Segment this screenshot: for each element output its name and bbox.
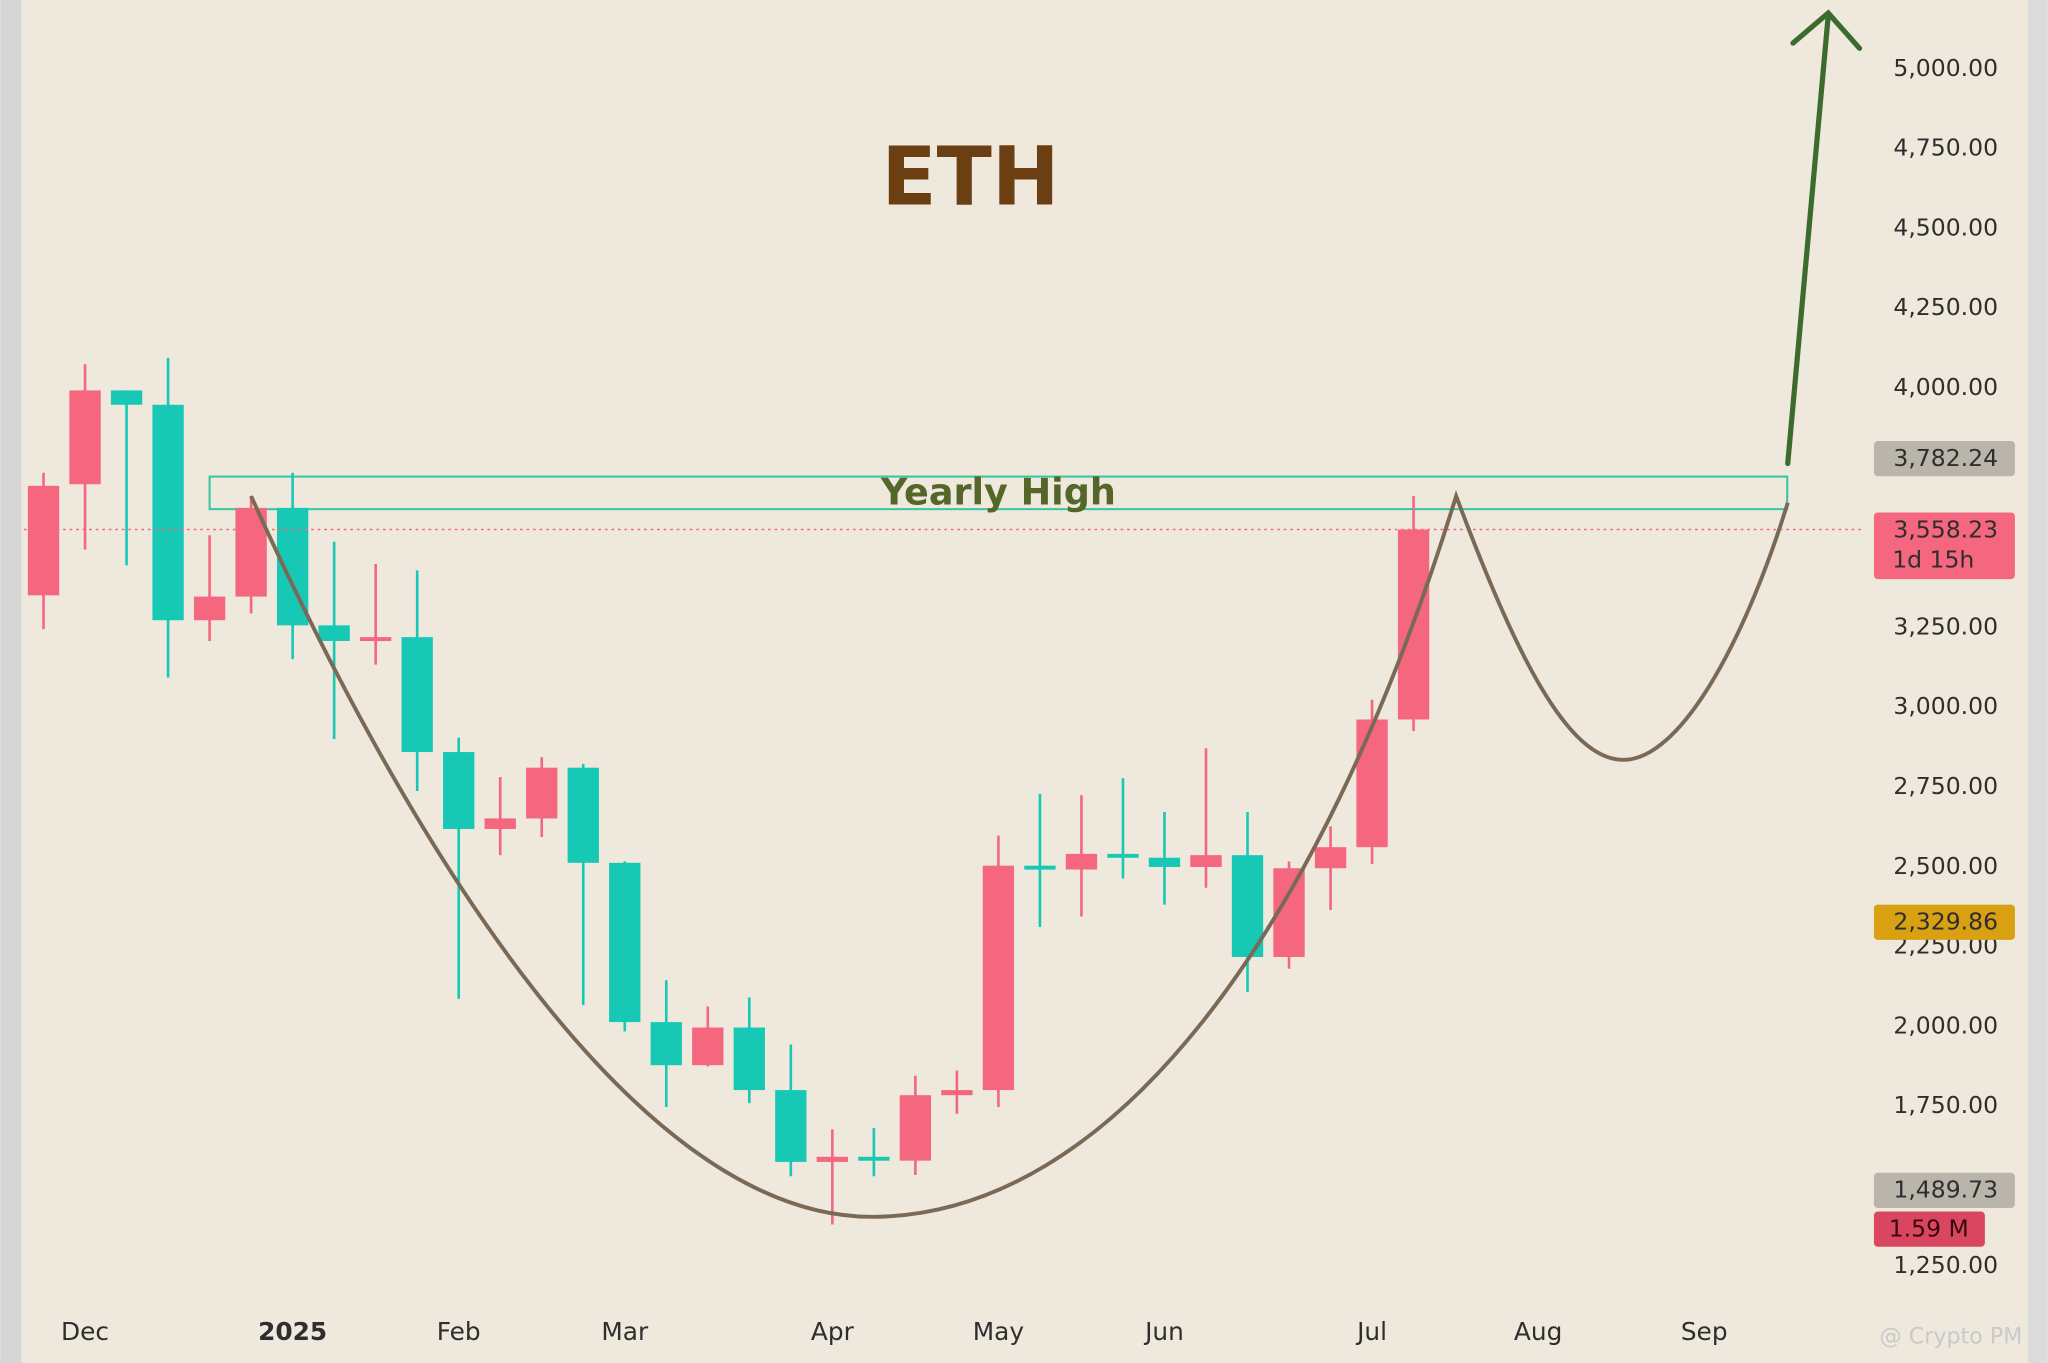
candle-body bbox=[609, 862, 641, 1023]
candle-body bbox=[692, 1027, 724, 1066]
projection-arrow bbox=[1785, 9, 1863, 467]
y-tick-label: 5,000.00 bbox=[1893, 54, 1998, 82]
candle-body bbox=[816, 1156, 849, 1162]
x-tick-label: Sep bbox=[1681, 1317, 1728, 1346]
candle-body bbox=[1356, 719, 1388, 848]
x-tick-label: Aug bbox=[1514, 1317, 1562, 1346]
x-tick-label: Jul bbox=[1355, 1317, 1387, 1346]
y-tick-label: 1,750.00 bbox=[1893, 1091, 1998, 1119]
candle-body bbox=[775, 1090, 807, 1162]
candle-body bbox=[1065, 853, 1098, 870]
price-label-box bbox=[1873, 512, 2015, 580]
y-tick-label: 2,500.00 bbox=[1893, 852, 1998, 880]
x-tick-label: May bbox=[973, 1317, 1024, 1346]
zone-layer: Yearly High bbox=[208, 471, 1789, 514]
volume-label-box bbox=[1873, 1211, 1985, 1247]
candle-body bbox=[1231, 855, 1264, 957]
price-label: 2,329.86 bbox=[1893, 907, 1998, 935]
y-tick-label: 4,500.00 bbox=[1893, 213, 1998, 241]
candle-body bbox=[1314, 847, 1347, 869]
candle-body bbox=[110, 390, 143, 405]
left-edge bbox=[0, 0, 22, 1363]
watermark: @ Crypto PM bbox=[1879, 1323, 2022, 1349]
candle-body bbox=[1107, 853, 1139, 858]
candle-body bbox=[69, 390, 101, 485]
y-tick-label: 3,250.00 bbox=[1893, 612, 1998, 640]
candle-body bbox=[982, 865, 1015, 1091]
x-tick-label: Apr bbox=[811, 1317, 855, 1346]
yearly-high-zone bbox=[208, 475, 1789, 511]
price-label: 3,782.24 bbox=[1893, 444, 1998, 472]
price-label-box bbox=[1873, 904, 2015, 940]
candle-body bbox=[1024, 865, 1056, 870]
candle-body bbox=[567, 767, 599, 863]
y-tick-label: 1,250.00 bbox=[1893, 1251, 1998, 1279]
candle-body bbox=[318, 625, 350, 641]
candle-body bbox=[27, 485, 60, 596]
candle-body bbox=[484, 818, 516, 829]
x-tick-label: 2025 bbox=[258, 1317, 327, 1346]
candle-layer bbox=[23, 357, 1861, 1225]
candle-body bbox=[1190, 855, 1222, 867]
x-tick-label: Feb bbox=[437, 1317, 481, 1346]
y-tick-label: 4,250.00 bbox=[1893, 293, 1998, 321]
chart-title: ETH bbox=[881, 131, 1059, 225]
candle-body bbox=[359, 637, 392, 642]
x-tick-label: Dec bbox=[61, 1317, 109, 1346]
y-tick-label: 4,750.00 bbox=[1893, 134, 1998, 162]
price-label: 1,489.73 bbox=[1893, 1176, 1998, 1204]
x-tick-label: Jun bbox=[1143, 1317, 1184, 1346]
candle-body bbox=[733, 1027, 765, 1091]
candle-body bbox=[443, 752, 475, 829]
candle-body bbox=[650, 1022, 682, 1066]
right-edge bbox=[2027, 0, 2048, 1363]
y-tick-label: 2,000.00 bbox=[1893, 1011, 1998, 1039]
y-tick-label: 3,000.00 bbox=[1893, 692, 1998, 720]
candle-body bbox=[152, 404, 184, 621]
price-label-box bbox=[1873, 1172, 2015, 1209]
candle-body bbox=[193, 596, 226, 621]
candle-body bbox=[526, 767, 558, 819]
price-label: 3,558.23 bbox=[1893, 515, 1998, 543]
arrow-shaft bbox=[1785, 13, 1831, 467]
arrow-head bbox=[1790, 9, 1863, 51]
cup-and-handle-curve bbox=[249, 490, 1790, 1219]
price-label-box bbox=[1873, 441, 2015, 477]
candle-body bbox=[899, 1095, 932, 1161]
candle-body bbox=[401, 637, 433, 753]
candle-body bbox=[941, 1090, 973, 1096]
candle-body bbox=[858, 1156, 890, 1161]
candle-body bbox=[1148, 857, 1181, 867]
y-tick-label: 4,000.00 bbox=[1893, 373, 1998, 401]
y-tick-label: 2,750.00 bbox=[1893, 772, 1998, 800]
x-tick-label: Mar bbox=[601, 1317, 649, 1346]
axis-layer: Dec 2025 Feb Mar Apr May Jun Jul Aug Sep 1,250.00 1… bbox=[61, 54, 2015, 1346]
zone-label: Yearly High bbox=[880, 471, 1116, 514]
price-sublabel: 1d 15h bbox=[1892, 545, 1974, 573]
volume-label: 1.59 M bbox=[1889, 1214, 1969, 1242]
